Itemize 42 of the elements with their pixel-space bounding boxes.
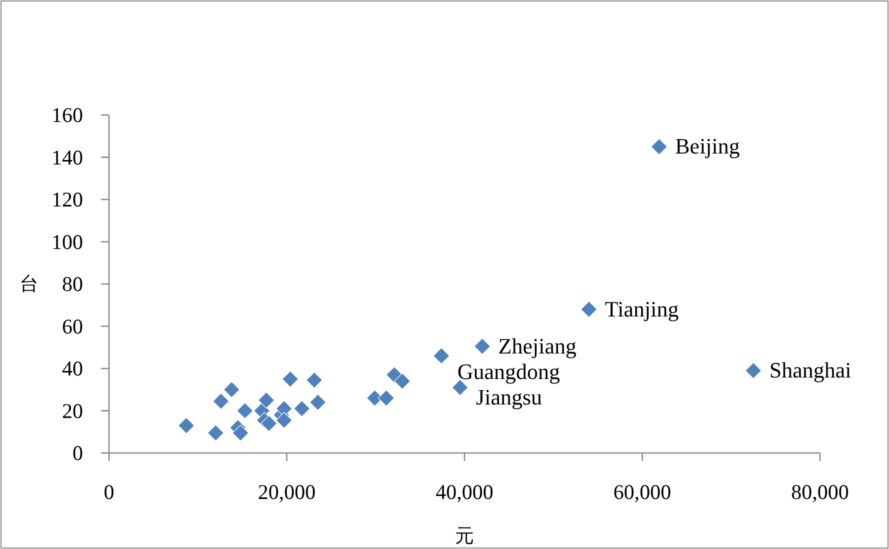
- point: [294, 400, 310, 417]
- annotation: Tianjing: [604, 296, 679, 322]
- point: [650, 138, 668, 155]
- point: [310, 394, 326, 411]
- point: [394, 372, 411, 390]
- x-tick-label: 60,000: [613, 480, 672, 504]
- y-tick-label: 80: [62, 272, 83, 296]
- point: [282, 370, 299, 388]
- point: [207, 424, 224, 442]
- annotation: Shanghai: [769, 358, 852, 383]
- y-tick-label: 100: [52, 230, 83, 254]
- y-tick-label: 140: [52, 145, 83, 170]
- y-axis-title: 台: [20, 274, 38, 295]
- point: [433, 348, 450, 364]
- point: [258, 392, 275, 408]
- point: [260, 415, 278, 432]
- x-tick-label: 0: [104, 480, 114, 504]
- annotation: Zhejiang: [498, 333, 576, 358]
- y-tick-label: 40: [62, 356, 83, 380]
- point: [276, 412, 292, 429]
- point: [236, 402, 254, 420]
- point: [232, 424, 249, 442]
- annotation: Guangdong: [457, 358, 560, 384]
- annotation: Jiangsu: [476, 384, 542, 410]
- x-tick-label: 80,000: [791, 480, 849, 504]
- x-tick-label: 20,000: [258, 480, 316, 504]
- point: [378, 390, 395, 406]
- y-tick-label: 0: [72, 441, 83, 465]
- point: [474, 338, 491, 355]
- point: [223, 381, 240, 398]
- point: [306, 372, 323, 388]
- point: [178, 417, 195, 434]
- x-tick-label: 40,000: [436, 480, 494, 504]
- annotation: Beijing: [675, 134, 740, 159]
- y-tick-label: 60: [62, 314, 83, 338]
- x-axis-title: 元: [455, 526, 474, 547]
- y-tick-label: 20: [62, 398, 83, 423]
- y-tick-label: 160: [52, 103, 83, 127]
- point: [580, 301, 598, 318]
- point: [212, 392, 230, 410]
- y-tick-label: 120: [52, 188, 83, 212]
- point: [745, 362, 762, 379]
